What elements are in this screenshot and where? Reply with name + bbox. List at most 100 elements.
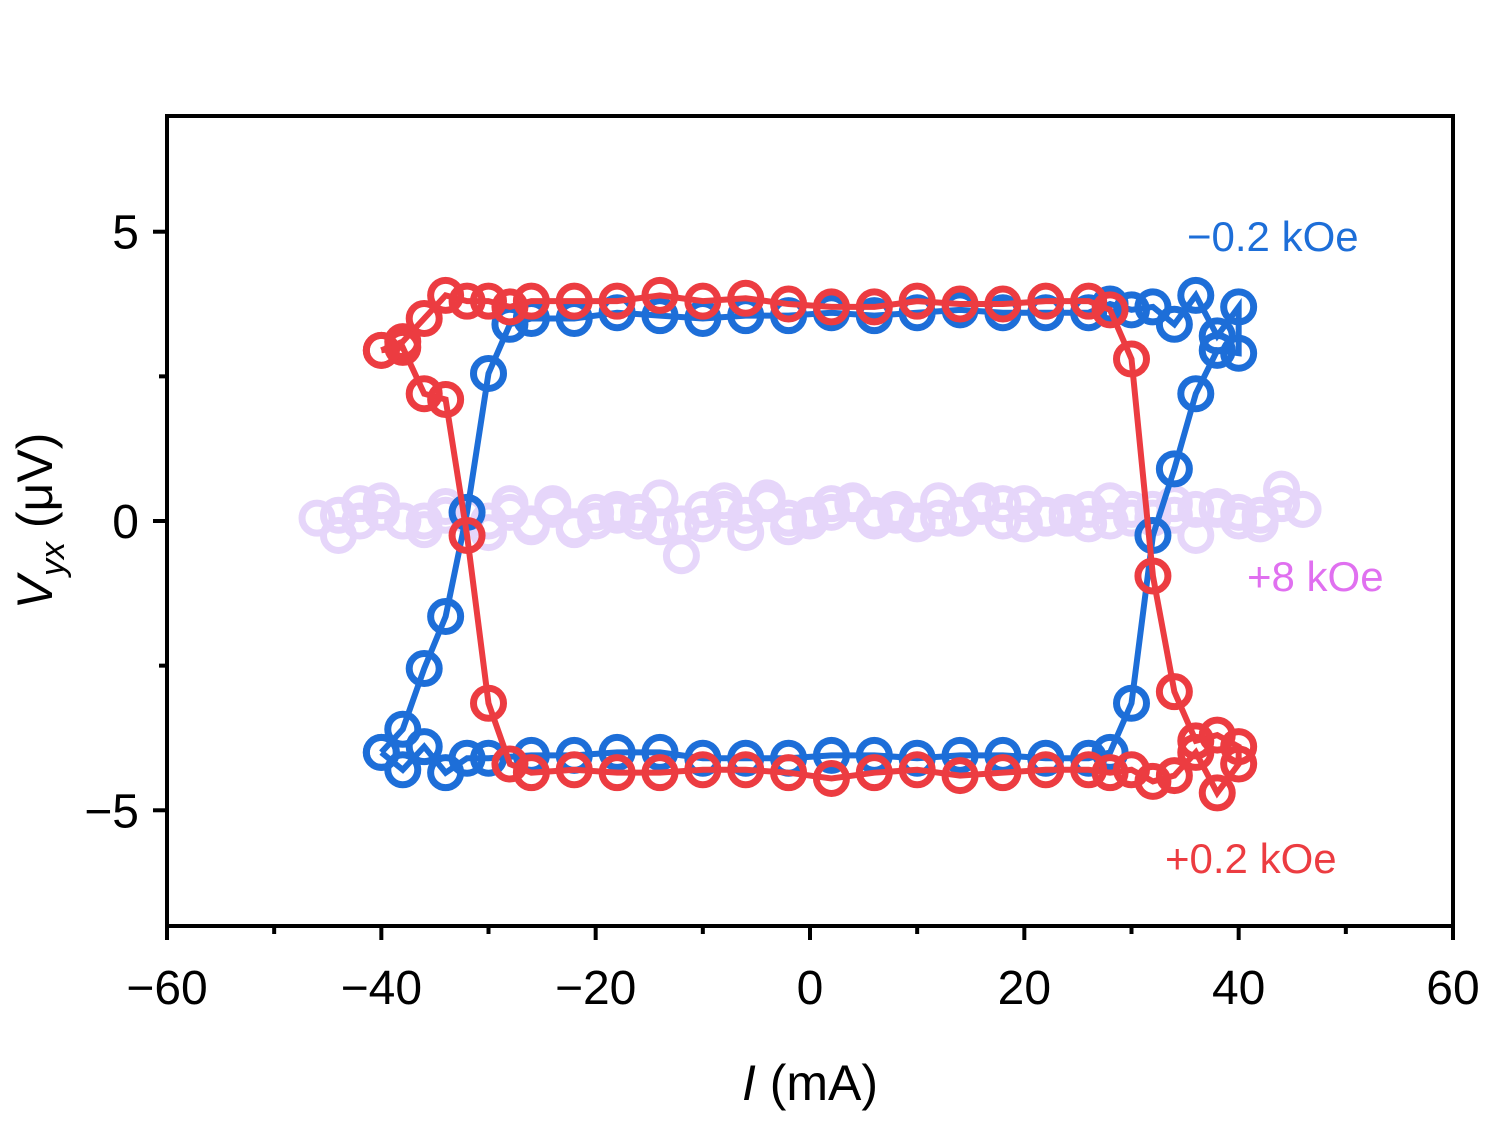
data-point [641,733,679,771]
data-point [684,739,722,777]
data-point [427,276,465,314]
data-point [405,375,443,413]
data-point [1177,722,1215,760]
data-point [1155,450,1193,488]
data-point [362,482,400,520]
x-tick-label: 60 [1426,962,1479,1015]
data-point [1220,288,1258,326]
data-point [1284,490,1322,528]
x-tick-label: 20 [998,962,1051,1015]
data-point [1091,291,1129,329]
data-point [1198,331,1236,369]
annotation-neg-0.2: −0.2 kOe [1187,213,1359,260]
data-point [1027,739,1065,777]
x-tick-label: 40 [1212,962,1265,1015]
data-point [920,499,958,537]
x-axis-title: I (mA) [742,1055,878,1111]
data-point [1220,728,1258,766]
data-point [405,650,443,688]
data-point [1048,493,1086,531]
data-point [941,285,979,323]
data-point [1027,751,1065,789]
data-point [362,331,400,369]
data-point [598,754,636,792]
data-point [1155,305,1193,343]
data-point [598,733,636,771]
series-0 [298,470,1322,575]
data-point [362,733,400,771]
data-point [1091,754,1129,792]
data-point [1005,505,1043,543]
data-point [1113,340,1150,378]
data-point [1091,482,1129,520]
x-tick-label: −60 [126,962,207,1015]
y-axis-title: Vyx (μV) [7,433,72,610]
data-point [984,485,1022,523]
data-point [727,279,765,317]
data-point [598,282,636,320]
data-point [1113,751,1150,789]
data-point [491,493,529,531]
data-point [448,516,486,554]
data-point [577,502,615,540]
data-point [427,496,465,534]
data-point [641,297,679,335]
data-point [898,282,936,320]
data-point [1027,282,1065,320]
data-point [512,754,550,792]
data-point [512,282,550,320]
data-point [470,514,507,552]
data-point [384,502,422,540]
x-tick-label: −20 [555,962,636,1015]
data-point [319,496,357,534]
data-point [1177,490,1215,528]
data-point [727,496,765,534]
data-point [448,739,486,777]
data-point [384,328,422,366]
data-point [812,493,850,531]
data-point [727,514,765,552]
data-point [470,739,507,777]
data-point [855,288,893,326]
data-point [727,739,765,777]
data-point [1005,485,1043,523]
data-point [984,754,1022,792]
data-point [384,751,422,789]
data-point [641,276,679,314]
data-point [1091,502,1129,540]
data-point [555,282,593,320]
data-point [1198,317,1236,355]
data-point [491,745,529,783]
data-point [684,282,722,320]
data-point [1177,733,1215,771]
data-point [1134,557,1172,595]
series-line [380,291,1242,799]
data-point [1027,294,1065,332]
data-point [1113,684,1150,722]
data-point [1155,673,1193,711]
data-point [834,485,872,523]
data-point [1198,490,1236,528]
data-point [1177,276,1215,314]
data-point [405,300,443,337]
data-point [1070,294,1108,332]
annotation-8koe: +8 kOe [1247,553,1384,600]
data-point [470,282,507,320]
data-point [470,354,507,392]
data-point [1070,751,1108,789]
data-point [1134,288,1172,326]
data-point [1177,375,1215,413]
data-point [770,754,808,792]
data-point [770,285,808,323]
data-point [898,751,936,789]
series-2 [362,276,1258,812]
data-point [555,751,593,789]
data-point [405,502,443,540]
data-point [598,496,636,534]
data-point [1155,757,1193,795]
data-point [812,736,850,774]
data-point [341,502,379,540]
x-tick-label: 0 [797,962,824,1015]
annotation-pos-0.2: +0.2 kOe [1165,835,1337,882]
